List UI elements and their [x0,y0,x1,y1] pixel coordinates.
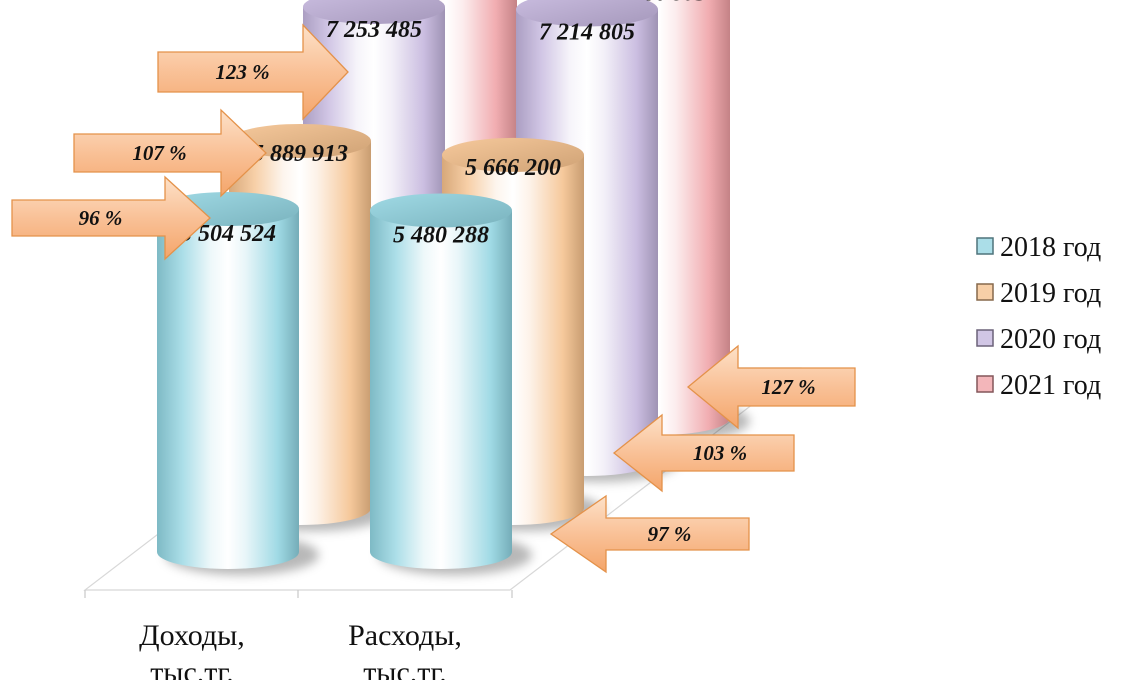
legend-item: 2021 год [976,370,1101,401]
growth-arrow: 127 % [686,344,856,430]
bar-top [229,123,371,158]
legend-item: 2019 год [976,278,1101,309]
category-label: Доходы, [139,619,245,652]
bar: 5 480 288 [370,193,532,575]
arrow-shape [686,344,856,430]
data-label: 7 214 805 [539,19,635,45]
data-label: 5 480 288 [393,222,489,248]
growth-arrow: 97 % [549,494,750,574]
data-label: 5 666 200 [465,155,561,181]
growth-label: 123 % [215,60,269,84]
arrow-shape [612,413,795,493]
data-label: 7 253 485 [398,0,494,4]
growth-arrow: 107 % [73,108,267,198]
data-label: 7 214 805 [611,0,707,6]
chart-arrows: 96 % 107 % 123 % 97 % 103 % 127 % [11,23,856,574]
bar-top [303,0,445,24]
bar-body [370,210,512,569]
bar-body [157,208,299,570]
legend-label: 2020 год [1000,324,1101,355]
category-label: тыс.тг. [150,656,234,680]
data-label: 5 889 913 [252,141,348,167]
legend-item: 2018 год [976,232,1101,263]
category-axis: Доходы, тыс.тг. Расходы, тыс.тг. [139,619,462,680]
arrow-shape [157,23,349,121]
legend-label: 2018 год [1000,232,1101,263]
category-label: тыс.тг. [363,656,447,680]
growth-arrow: 103 % [612,413,795,493]
growth-arrow: 123 % [157,23,349,121]
growth-label: 127 % [761,375,815,399]
bar-top [442,137,584,172]
bar-top [516,0,658,27]
legend: 2018 год 2019 год 2020 год 2021 год [976,232,1101,401]
growth-label: 97 % [648,522,692,546]
legend-item: 2020 год [976,324,1101,355]
legend-label: 2021 год [1000,370,1101,401]
data-label: 7 253 485 [326,17,422,43]
arrow-shape [11,175,211,261]
arrow-shape [549,494,750,574]
growth-label: 96 % [79,206,123,230]
arrow-shape [73,108,267,198]
growth-arrow: 96 % [11,175,211,261]
growth-label: 107 % [132,141,186,165]
legend-swatch [976,329,994,347]
bar: 5 504 524 [157,191,319,575]
legend-swatch [976,375,994,393]
growth-label: 103 % [693,441,747,465]
chart-bars: 7 253 485 7 214 805 7 253 485 7 214 805 5 88… [157,0,750,575]
legend-swatch [976,237,994,255]
legend-swatch [976,283,994,301]
legend-label: 2019 год [1000,278,1101,309]
bar-top [370,193,512,228]
category-label: Расходы, [348,619,462,652]
